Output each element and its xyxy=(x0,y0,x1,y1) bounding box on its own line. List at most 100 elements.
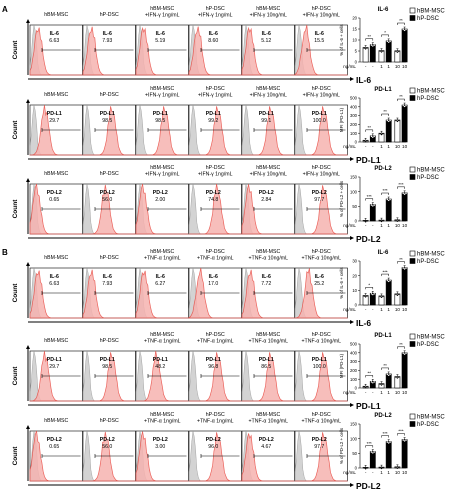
sig-bracket xyxy=(397,22,405,25)
bar-hp-dsc xyxy=(401,352,408,389)
data-point xyxy=(370,44,373,46)
marker-gate-label: PD-L2 xyxy=(259,437,274,443)
data-point xyxy=(373,381,375,383)
condition-label: hP-DSC xyxy=(206,332,225,338)
count-axis-label: Count xyxy=(12,120,19,140)
data-point xyxy=(402,352,404,355)
gate-percentage: 2.00 xyxy=(155,197,165,203)
gate-percentage: 29.7 xyxy=(49,364,59,370)
count-axis-label: Count xyxy=(12,283,19,303)
data-point xyxy=(364,386,367,389)
condition-label: hP-DSC xyxy=(312,412,331,418)
chart-title: IL-6 xyxy=(378,7,389,13)
data-point xyxy=(366,140,368,142)
legend-label: hBM-MSC xyxy=(417,335,445,341)
x-tick-label: 1 xyxy=(380,470,383,475)
legend-label: hBM-MSC xyxy=(417,9,445,15)
gate-percentage: 86.5 xyxy=(261,364,271,370)
gate-percentage: 98.5 xyxy=(102,364,112,370)
legend-swatch-hp-dsc xyxy=(409,258,416,264)
data-point xyxy=(379,133,381,135)
data-point xyxy=(396,377,399,379)
data-point xyxy=(366,386,368,388)
x-tick-label: - xyxy=(365,390,367,395)
data-point xyxy=(382,383,384,385)
y-tick-label: 0 xyxy=(355,219,358,224)
data-point xyxy=(372,45,374,47)
arrow-head xyxy=(350,77,354,81)
x-tick-label: - xyxy=(372,307,374,312)
marker-gate-label: PD-L2 xyxy=(47,437,62,443)
condition-label: hBM-MSC xyxy=(44,12,68,18)
x-tick-label: - xyxy=(372,470,374,475)
gate-percentage: 15.5 xyxy=(314,38,324,44)
x-tick-label: 10 xyxy=(402,307,408,312)
sig-stars: ** xyxy=(367,34,371,39)
legend-swatch-hp-dsc xyxy=(409,15,416,21)
bar-hp-dsc xyxy=(401,439,408,469)
data-point xyxy=(403,268,406,270)
condition-label: +IFN-γ 10ng/mL xyxy=(303,13,340,19)
data-point xyxy=(405,267,407,269)
y-tick-label: 50 xyxy=(352,451,357,456)
x-tick-label: - xyxy=(365,470,367,475)
data-point xyxy=(382,133,384,135)
data-point xyxy=(370,135,373,138)
condition-label: hBM-MSC xyxy=(150,332,174,338)
count-axis-label: Count xyxy=(12,40,19,60)
x-tick-label: 10 xyxy=(402,144,408,149)
data-point xyxy=(402,104,404,107)
data-point xyxy=(403,353,406,355)
sample-histogram xyxy=(295,106,348,156)
sig-stars: ** xyxy=(399,94,403,99)
marker-gate-label: IL-6 xyxy=(103,31,112,37)
chart-ylabel: MFI (PD-L1) xyxy=(339,107,344,132)
gate-percentage: 0.65 xyxy=(49,444,59,450)
data-point xyxy=(405,439,407,441)
flow-row-il-6: CounthBM-MSCIL-66.63hP-DSCIL-67.93hBM-MS… xyxy=(12,249,371,328)
condition-label: +IFN-γ 1ng/mL xyxy=(198,13,233,19)
legend-label: hBM-MSC xyxy=(417,415,445,421)
sig-bracket xyxy=(381,435,389,438)
legend-swatch-hp-dsc xyxy=(409,174,416,180)
data-point xyxy=(398,376,400,378)
data-point xyxy=(379,220,381,222)
condition-label: +TNF-α 1ng/mL xyxy=(197,256,234,262)
y-tick-label: 0 xyxy=(355,60,358,65)
count-axis-label: Count xyxy=(12,446,19,466)
sample-histogram xyxy=(242,106,295,156)
condition-label: +IFN-γ 10ng/mL xyxy=(303,93,340,99)
data-point xyxy=(395,466,397,469)
bar-hp-dsc xyxy=(385,119,392,143)
condition-label: hBM-MSC xyxy=(44,338,68,344)
y-tick-label: 150 xyxy=(350,175,358,180)
data-point xyxy=(398,119,400,122)
x-tick-label: - xyxy=(372,64,374,69)
data-point xyxy=(388,41,390,43)
bar-hp-dsc xyxy=(385,441,392,469)
condition-label: +TNF-α 1ng/mL xyxy=(144,419,181,425)
sig-stars: *** xyxy=(398,182,403,187)
data-point xyxy=(372,205,374,207)
data-point xyxy=(364,221,367,223)
y-tick-label: 20 xyxy=(352,16,357,21)
gate-percentage: 98.5 xyxy=(155,118,165,124)
marker-gate-label: PD-L2 xyxy=(100,190,115,196)
sample-histogram xyxy=(189,352,242,402)
data-point xyxy=(389,119,391,122)
bar-hp-dsc xyxy=(401,28,408,63)
marker-gate-label: PD-L1 xyxy=(259,357,274,363)
sample-histogram xyxy=(83,352,136,402)
arrow-head xyxy=(350,320,354,324)
chart-title: PD-L2 xyxy=(374,166,392,172)
legend-label: hP-DSC xyxy=(417,96,440,102)
arrow-head xyxy=(26,99,30,103)
x-tick-label: 1 xyxy=(387,470,390,475)
data-point xyxy=(388,120,390,123)
data-point xyxy=(388,374,390,377)
legend-swatch-hbm-msc xyxy=(409,250,416,257)
data-point xyxy=(370,381,373,383)
marker-gate-label: PD-L2 xyxy=(259,190,274,196)
data-point xyxy=(373,293,375,295)
